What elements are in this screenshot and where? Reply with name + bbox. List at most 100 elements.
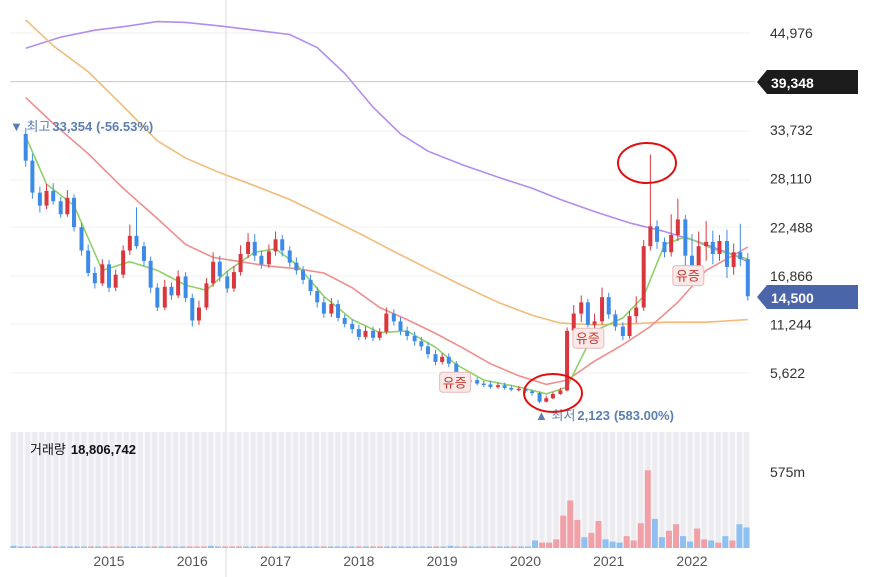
volume-bar bbox=[715, 542, 722, 548]
volume-bar bbox=[525, 546, 531, 548]
x-tick-label: 2019 bbox=[427, 553, 458, 569]
candle bbox=[246, 233, 251, 259]
volume-bar bbox=[229, 546, 235, 548]
candle bbox=[391, 309, 396, 326]
candle-body bbox=[280, 239, 285, 251]
volume-bar bbox=[200, 546, 207, 548]
volume-bar bbox=[539, 542, 546, 548]
volume-bar bbox=[123, 546, 130, 548]
candle-body bbox=[454, 363, 459, 378]
candle-body bbox=[495, 385, 500, 388]
candle-body bbox=[550, 393, 555, 399]
candle-body bbox=[44, 190, 49, 206]
candle-body bbox=[183, 276, 188, 299]
candle-body bbox=[363, 330, 368, 337]
event-tag-label: 유증 bbox=[676, 269, 700, 284]
volume-bar bbox=[313, 546, 320, 548]
candle-body bbox=[315, 291, 320, 303]
candle-body bbox=[377, 331, 382, 338]
candle-body bbox=[23, 133, 28, 161]
candle-body bbox=[537, 393, 542, 402]
high-change: (-56.53%) bbox=[96, 119, 153, 134]
price-grid bbox=[10, 0, 750, 577]
candle-body bbox=[37, 192, 42, 206]
candle-body bbox=[488, 384, 493, 388]
candle bbox=[169, 282, 174, 300]
volume-bar bbox=[102, 546, 109, 548]
volume-bar bbox=[496, 546, 503, 548]
candle bbox=[273, 231, 278, 256]
volume-bar bbox=[116, 546, 123, 548]
candle-body bbox=[72, 197, 77, 228]
volume-bar bbox=[250, 546, 257, 548]
volume-bar bbox=[680, 536, 687, 548]
candle bbox=[627, 310, 632, 339]
candle-body bbox=[585, 302, 590, 325]
candle-body bbox=[419, 341, 424, 347]
event-tag-box bbox=[672, 265, 705, 287]
candle-body bbox=[655, 226, 660, 242]
candle-body bbox=[225, 276, 230, 289]
volume-bar bbox=[292, 546, 299, 548]
volume-bar bbox=[694, 528, 701, 548]
candle bbox=[336, 299, 341, 322]
candle bbox=[550, 392, 555, 400]
candle-body bbox=[342, 317, 347, 324]
candle bbox=[79, 222, 84, 256]
candle-body bbox=[30, 160, 35, 193]
price-axis: 44,976 33,732 28,110 22,488 16,866 11,244 5,62… bbox=[770, 25, 813, 381]
candle bbox=[252, 234, 257, 261]
volume-bar bbox=[461, 546, 468, 548]
volume-bar bbox=[736, 524, 743, 548]
candle bbox=[51, 183, 56, 205]
candlesticks bbox=[23, 127, 750, 404]
volume-bar bbox=[24, 546, 31, 548]
event-tag-label: 유증 bbox=[443, 375, 467, 390]
candle-body bbox=[217, 261, 222, 277]
x-axis: 2015 2016 2017 2018 2019 2020 2021 2022 bbox=[93, 553, 707, 569]
volume-bar bbox=[285, 546, 292, 548]
current-price-label: 14,500 bbox=[771, 290, 814, 306]
candle-body bbox=[738, 252, 743, 260]
volume-bar bbox=[320, 546, 327, 548]
candle bbox=[86, 244, 91, 277]
high-arrow: ▼ bbox=[10, 119, 26, 134]
candle bbox=[738, 223, 743, 267]
volume-bar bbox=[532, 540, 539, 548]
volume-bar bbox=[355, 546, 362, 548]
volume-panel bbox=[10, 432, 750, 548]
candle bbox=[585, 298, 590, 328]
candle bbox=[600, 287, 605, 325]
candle bbox=[675, 198, 680, 242]
volume-bar bbox=[144, 546, 151, 548]
candle bbox=[162, 279, 167, 311]
candle-body bbox=[86, 250, 91, 273]
candle bbox=[266, 244, 271, 268]
candle-body bbox=[675, 219, 680, 235]
candle bbox=[425, 342, 430, 359]
candle-body bbox=[696, 246, 701, 268]
candle-body bbox=[384, 313, 389, 332]
volume-bar bbox=[151, 546, 158, 548]
candle bbox=[384, 307, 389, 335]
volume-bar bbox=[334, 546, 341, 548]
candle-body bbox=[717, 241, 722, 254]
candle bbox=[44, 183, 49, 210]
volume-value: 18,806,742 bbox=[71, 442, 136, 457]
candle bbox=[544, 395, 549, 403]
candle-body bbox=[329, 304, 334, 314]
candle-body bbox=[350, 323, 355, 330]
candle bbox=[433, 349, 438, 366]
volume-bar bbox=[193, 546, 200, 548]
volume-bar bbox=[10, 545, 17, 548]
volume-bar bbox=[433, 546, 440, 548]
candle bbox=[475, 377, 480, 386]
candle-body bbox=[481, 383, 486, 386]
candle-body bbox=[121, 250, 126, 275]
volume-bar bbox=[454, 546, 461, 548]
x-tick-label: 2016 bbox=[177, 553, 208, 569]
candle-body bbox=[592, 321, 597, 325]
candle-body bbox=[148, 260, 153, 288]
candle-body bbox=[502, 385, 507, 388]
volume-bar bbox=[412, 546, 419, 548]
